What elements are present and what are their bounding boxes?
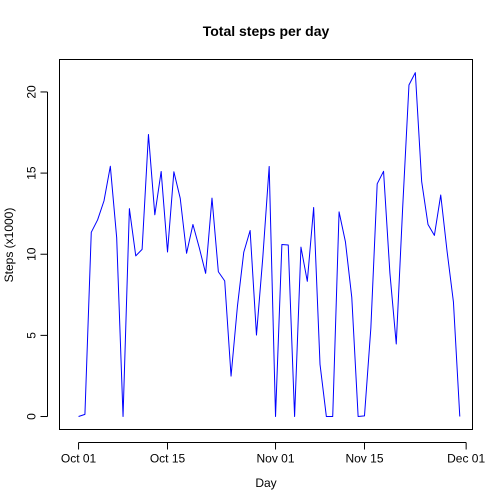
y-tick-label: 5	[25, 332, 39, 339]
x-tick-label: Nov 01	[257, 452, 295, 466]
x-tick-label: Oct 01	[61, 452, 97, 466]
x-axis-label: Day	[255, 476, 276, 490]
y-tick-label: 10	[25, 247, 39, 261]
y-axis: 0 5 10 15 20	[25, 85, 48, 420]
y-tick-label: 15	[25, 166, 39, 180]
y-tick-label: 0	[25, 413, 39, 420]
y-tick-label: 20	[25, 85, 39, 99]
x-tick-label: Nov 15	[345, 452, 383, 466]
x-axis: Oct 01 Oct 15 Nov 01 Nov 15 Dec 01	[61, 442, 485, 466]
y-axis-label: Steps (x1000)	[2, 208, 16, 283]
x-tick-label: Oct 15	[150, 452, 186, 466]
series-line	[78, 72, 461, 418]
chart-title: Total steps per day	[203, 23, 330, 39]
plot-area	[59, 59, 473, 430]
x-tick-label: Dec 01	[447, 452, 485, 466]
series-group	[78, 72, 461, 418]
